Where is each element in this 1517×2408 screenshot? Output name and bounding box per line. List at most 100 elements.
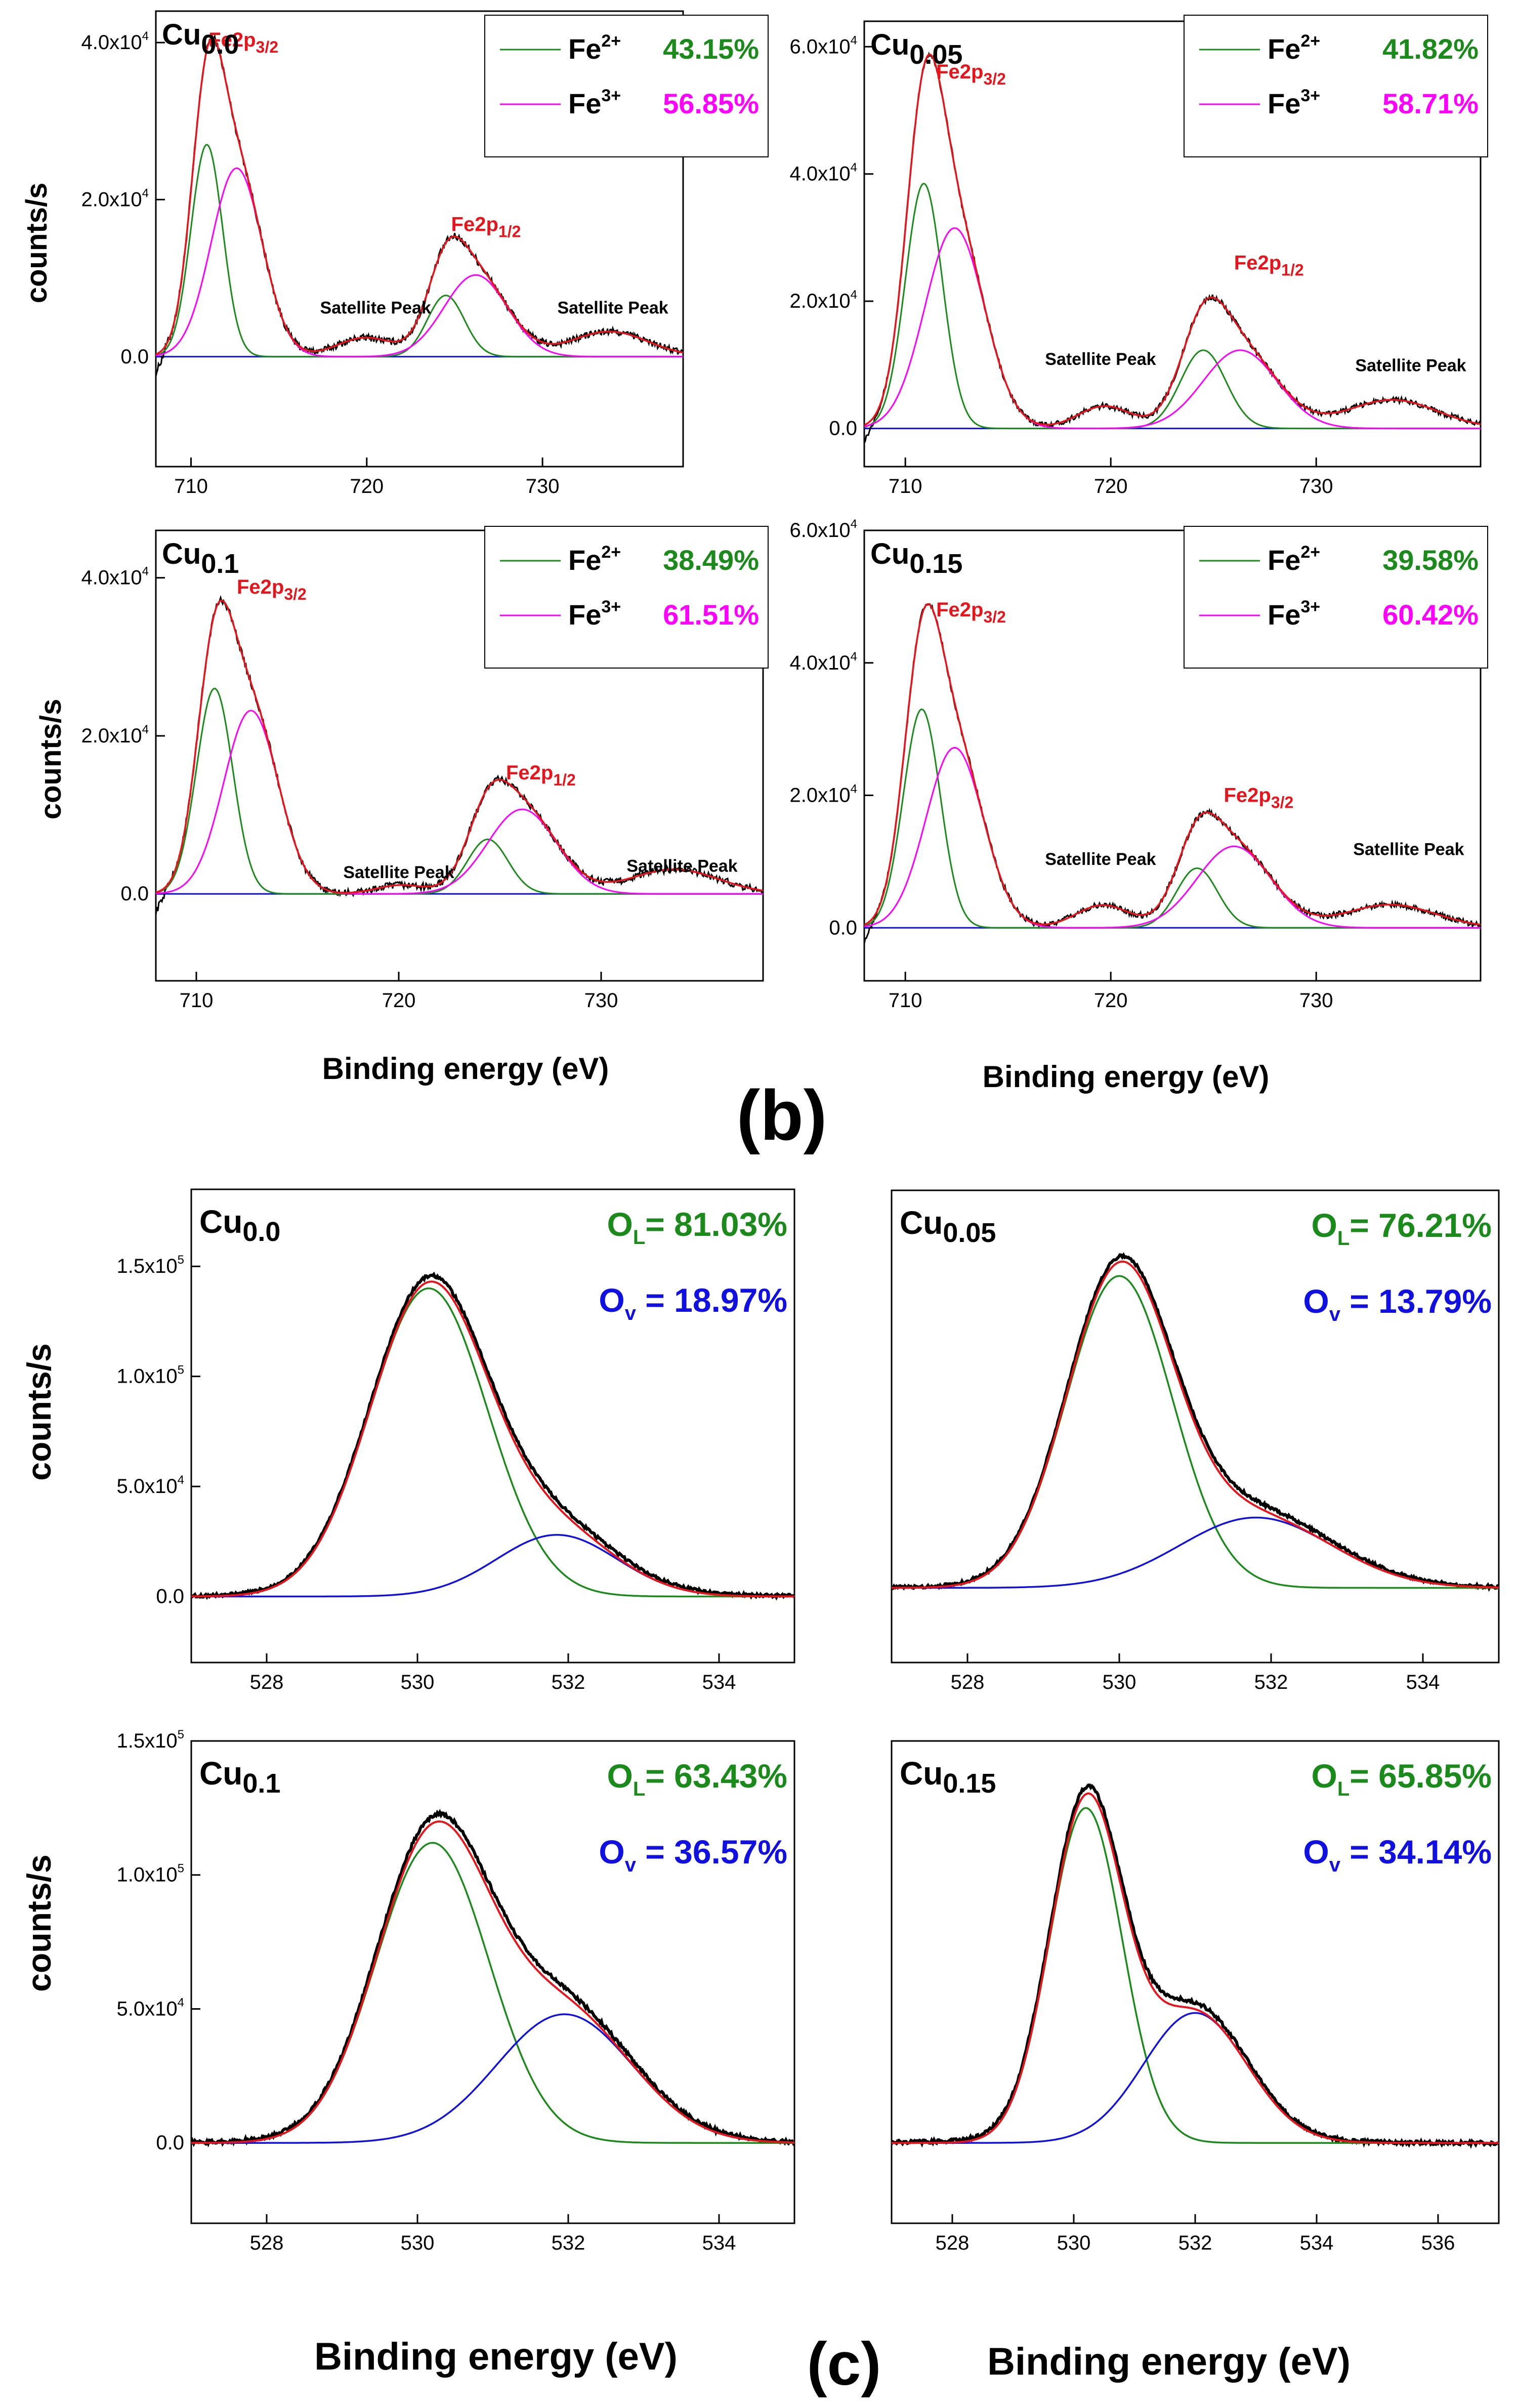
ol-ratio-label: OL= 81.03%: [607, 1206, 787, 1249]
y-tick-label: 2.0x104: [790, 782, 857, 807]
y-tick-label: 0.0: [156, 2132, 184, 2154]
x-tick-label: 730: [1299, 475, 1333, 497]
ol-component-line: [191, 1287, 794, 1598]
y-tick-label: 5.0x104: [117, 1473, 184, 1498]
x-tick-label: 710: [889, 475, 922, 497]
ov-ratio-label: Ov = 18.97%: [599, 1281, 787, 1324]
y-tick-label: 0.0: [120, 346, 149, 368]
x-tick-label: 530: [401, 2232, 435, 2254]
sample-label: Cu0.0: [162, 18, 239, 60]
panel-label-c: (c): [807, 2330, 881, 2398]
x-tick-label: 730: [1299, 989, 1333, 1012]
y-tick-label: 2.0x104: [81, 723, 149, 747]
o-x-axis-title-right: Binding energy (eV): [987, 2340, 1351, 2383]
plot-frame: [155, 529, 764, 982]
x-tick-label: 534: [1406, 1671, 1440, 1693]
y-tick-label: 6.0x104: [790, 517, 857, 542]
y-tick-label: 1.0x105: [117, 1363, 184, 1388]
chart-o_cu00: 528 530 532 534 0.0 5.0x104 1.0x105 1.5x105 OL= …: [117, 1188, 795, 1693]
satellite-peak-label: Satellite Peak: [320, 298, 431, 317]
plot-area: [191, 1809, 794, 2148]
ov-ratio-label: Ov = 13.79%: [1303, 1282, 1492, 1325]
o-x-axis-title-left: Binding energy (eV): [314, 2335, 678, 2378]
peak-label: Fe2p3/2: [237, 576, 307, 603]
fe2-component-line: [156, 144, 683, 358]
y-tick-label: 4.0x104: [790, 161, 857, 185]
y-tick-label: 0.0: [829, 917, 857, 939]
plot-area: [191, 1271, 794, 1601]
x-tick-label: 710: [889, 989, 922, 1012]
y-tick-label: 0.0: [156, 1586, 184, 1608]
plot-frame: [190, 1188, 795, 1664]
x-tick-label: 534: [702, 1671, 736, 1693]
fe-x-axis-title-left: Binding energy (eV): [322, 1052, 609, 1086]
x-tick-label: 730: [584, 989, 618, 1012]
fe2-component-line: [864, 183, 1481, 430]
y-tick-label: 1.5x105: [117, 1253, 184, 1277]
fit-envelope-line: [156, 37, 683, 355]
x-tick-label: 532: [1254, 1671, 1288, 1693]
fe-y-axis-title-bottom: counts/s: [34, 699, 67, 820]
chart-fe_cu01: 710 720 730 0.0 2.0x104 4.0x104 Fe2p3/2 Fe2p1/2…: [81, 526, 769, 1012]
fe3-component-line: [864, 227, 1481, 430]
y-tick-label: 4.0x104: [81, 29, 149, 54]
legend-value: 58.71%: [1382, 88, 1479, 119]
sample-label: Cu0.0: [199, 1203, 280, 1247]
x-tick-label: 530: [1057, 2232, 1091, 2254]
x-tick-label: 530: [401, 1671, 435, 1693]
fit-envelope-line: [156, 599, 763, 894]
sample-label: Cu0.1: [199, 1755, 280, 1799]
legend-value: 60.42%: [1382, 599, 1479, 631]
ol-ratio-label: OL= 65.85%: [1311, 1757, 1492, 1800]
x-tick-label: 720: [1094, 989, 1128, 1012]
y-tick-label: 4.0x104: [81, 565, 149, 589]
y-tick-label: 0.0: [829, 418, 857, 440]
ov-component-line: [191, 1534, 794, 1598]
satellite-peak-label: Satellite Peak: [626, 857, 737, 876]
fe3-component-line: [156, 167, 683, 358]
ol-ratio-label: OL= 63.43%: [607, 1757, 787, 1800]
fit-envelope-line: [864, 53, 1481, 426]
plot-area: [892, 1252, 1499, 1592]
ov-ratio-label: Ov = 34.14%: [1303, 1833, 1492, 1876]
satellite-peak-label: Satellite Peak: [1355, 356, 1466, 375]
legend-box: [1184, 15, 1488, 157]
sample-label: Cu0.05: [870, 28, 962, 70]
x-tick-label: 528: [250, 1671, 284, 1693]
x-tick-label: 534: [1300, 2232, 1334, 2254]
plot-area: [156, 595, 763, 915]
satellite-peak-label: Satellite Peak: [1045, 850, 1156, 869]
peak-label: Fe2p3/2: [936, 599, 1006, 626]
x-tick-label: 536: [1421, 2232, 1455, 2254]
plot-frame: [190, 1740, 795, 2224]
plot-frame: [863, 20, 1482, 468]
x-tick-label: 720: [1094, 475, 1128, 497]
chart-fe_cu005: 710 720 7300.02.0x1044.0x1046.0x104Fe2p3/2…: [790, 15, 1488, 497]
fit-envelope-line: [191, 1280, 794, 1598]
peak-label: Fe2p1/2: [506, 762, 576, 789]
o-y-axis-title-bottom: counts/s: [20, 1854, 58, 1991]
fit-envelope-line: [191, 1820, 794, 2144]
x-tick-label: 534: [702, 2232, 736, 2254]
fit-envelope-line: [892, 1260, 1499, 1589]
legend-value: 61.51%: [663, 599, 759, 631]
plot-frame: [891, 1189, 1500, 1664]
x-tick-label: 720: [350, 475, 384, 497]
y-tick-label: 6.0x104: [790, 33, 857, 58]
x-tick-label: 710: [174, 475, 208, 497]
y-tick-label: 2.0x104: [790, 288, 857, 312]
fe3-component-line: [156, 710, 763, 895]
y-tick-label: 5.0x104: [117, 1996, 184, 2020]
y-tick-label: 2.0x104: [81, 186, 149, 211]
sample-label: Cu0.15: [870, 537, 962, 579]
plot-frame: [891, 1740, 1500, 2224]
experimental-data-line: [191, 1809, 794, 2148]
plot-frame: [155, 10, 684, 468]
peak-label: Fe2p1/2: [451, 213, 521, 240]
y-tick-label: 0.0: [120, 883, 149, 905]
plot-frame: [863, 529, 1482, 982]
y-tick-label: 4.0x104: [790, 650, 857, 674]
satellite-peak-label: Satellite Peak: [1353, 840, 1464, 859]
